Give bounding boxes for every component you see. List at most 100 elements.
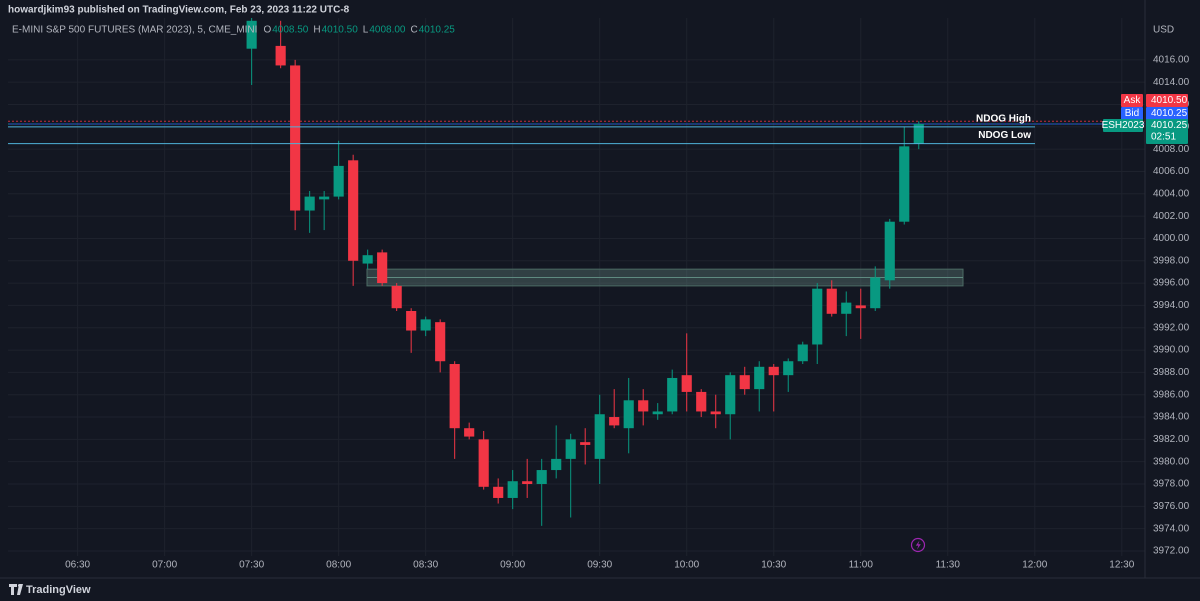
price-label-tag [1121,107,1143,120]
x-tick-label: 08:00 [326,560,351,571]
x-tick-label: 06:30 [65,560,90,571]
brand: TradingView [26,584,91,596]
price-label-value: 4010.25 [1151,120,1188,131]
candle-body [725,375,736,415]
ohlc-legend: O 4008.50 H 4010.50 L 4008.00 C 4010.25 [263,25,455,36]
alert-icon [910,537,926,553]
candle-body [667,377,678,412]
price-label-name: ESH2023 [1102,120,1145,131]
x-tick-label: 10:30 [761,560,786,571]
candle-body [754,366,765,390]
candle-body [638,400,649,412]
y-tick-label: 4016.00 [1153,54,1190,65]
y-tick-label: 3984.00 [1153,412,1190,423]
candle-body [594,414,605,459]
candle-body [333,165,344,197]
y-tick-label: 4014.00 [1153,77,1190,88]
candle-body [348,160,359,261]
candle-body [449,364,460,429]
brand-logo: TradingView [9,584,91,596]
ohlc-value: 4008.50 [272,25,309,36]
price-label-value: 4010.25 [1151,108,1188,119]
y-tick-label: 3986.00 [1153,389,1190,400]
symbol-line: E-MINI S&P 500 FUTURES (MAR 2023), 5, CM… [12,25,257,36]
y-tick-label: 3990.00 [1153,345,1190,356]
candle-body [565,439,576,459]
x-tick-label: 12:30 [1109,560,1134,571]
price-label-box [1146,119,1188,144]
candle-body [609,417,620,426]
x-tick-label: 11:30 [936,560,961,571]
y-tick-label: 3972.00 [1153,546,1190,557]
x-tick-label: 09:00 [500,560,525,571]
candle-body [797,344,808,362]
candle-body [391,285,402,309]
ohlc-value: 4008.00 [369,25,406,36]
y-tick-label: 3982.00 [1153,434,1190,445]
price-label-name: Ask [1124,95,1142,106]
x-tick-label: 12:00 [1022,560,1047,571]
level-label: NDOG High [976,113,1031,124]
x-tick-label: 07:30 [239,560,264,571]
candle-body [290,65,301,211]
price-label-box [1146,94,1188,107]
publisher-line: howardjkim93 published on TradingView.co… [8,5,350,16]
y-tick-label: 3988.00 [1153,367,1190,378]
candle-body [493,486,504,498]
candle-body [304,196,315,211]
y-tick-label: 3998.00 [1153,255,1190,266]
candle-body [855,305,866,309]
candle-body [551,458,562,471]
candle-body [681,375,692,392]
candle-body [507,481,518,498]
plot-area [8,18,1145,526]
candle-body [783,361,794,376]
candle-body [435,322,446,362]
price-label-tag [1121,94,1143,107]
candle-body [246,20,257,49]
ohlc-value: 4010.50 [322,25,359,36]
ohlc-key: O [263,25,271,36]
candle-body [710,411,721,415]
y-tick-label: 3974.00 [1153,523,1190,534]
candle-body [536,470,547,485]
y-tick-label: 3996.00 [1153,278,1190,289]
candle-body [623,400,634,429]
price-label-tag [1103,119,1143,132]
price-label-value: 4010.50 [1151,95,1188,106]
y-tick-label: 4000.00 [1153,233,1190,244]
candle-body [362,255,373,264]
y-tick-label: 4004.00 [1153,188,1190,199]
x-tick-label: 07:00 [152,560,177,571]
candle-body [522,481,533,485]
candle-body [812,288,823,345]
y-tick-label: 3978.00 [1153,479,1190,490]
y-tick-label: 4008.00 [1153,144,1190,155]
y-tick-label: 3980.00 [1153,456,1190,467]
candle-body [913,124,924,144]
candle-body [768,366,779,376]
level-label: NDOG Low [978,130,1031,141]
x-tick-label: 10:00 [674,560,699,571]
ohlc-key: H [313,25,320,36]
candle-body [899,146,910,222]
ohlc-key: L [363,25,369,36]
candle-body [319,196,330,200]
x-tick-label: 09:30 [587,560,612,571]
candle-body [652,411,663,415]
candle-body [464,428,475,437]
candle-body [841,302,852,314]
countdown: 02:51 [1151,132,1176,143]
price-label-box [1146,107,1188,120]
ohlc-value: 4010.25 [419,25,456,36]
y-tick-label: 4006.00 [1153,166,1190,177]
y-tick-label: 3994.00 [1153,300,1190,311]
candle-body [884,221,895,281]
y-tick-label: 3976.00 [1153,501,1190,512]
x-tick-label: 08:30 [413,560,438,571]
candle-body [478,439,489,487]
x-tick-label: 11:00 [849,560,874,571]
candle-body [275,45,286,66]
